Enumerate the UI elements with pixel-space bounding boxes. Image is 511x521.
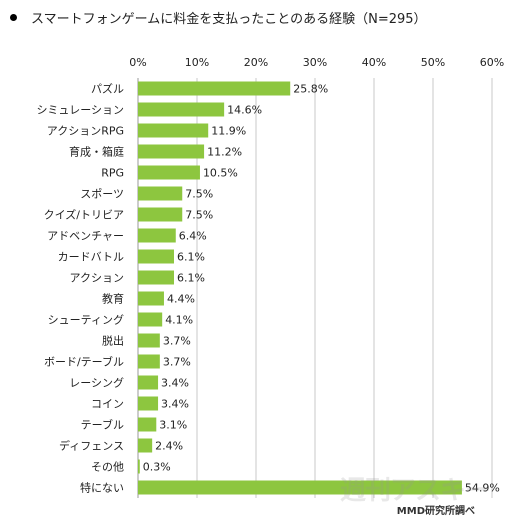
category-label: RPG — [101, 167, 124, 180]
bar — [138, 186, 183, 201]
category-label: シミュレーション — [36, 104, 124, 117]
value-label: 14.6% — [227, 104, 262, 117]
bar — [138, 438, 153, 453]
category-label: ディフェンス — [59, 439, 124, 453]
value-label: 0.3% — [143, 461, 171, 474]
x-tick-label: 50% — [421, 56, 445, 69]
category-label: スポーツ — [80, 188, 124, 201]
value-label: 6.1% — [177, 251, 205, 264]
bar — [138, 333, 160, 348]
x-tick-label: 20% — [244, 56, 268, 69]
value-label: 25.8% — [293, 83, 328, 96]
x-tick-label: 40% — [362, 56, 386, 69]
bar — [138, 291, 164, 306]
source-note: MMD研究所調べ — [396, 506, 475, 517]
bar — [138, 207, 183, 222]
bullet-icon — [10, 14, 17, 21]
value-label: 7.5% — [185, 188, 213, 201]
category-label: アクションRPG — [47, 125, 124, 138]
bar — [138, 270, 174, 285]
value-label: 3.7% — [163, 335, 191, 348]
bar — [138, 417, 157, 432]
bar — [138, 396, 159, 411]
value-label: 4.4% — [167, 293, 195, 306]
x-tick-label: 30% — [303, 56, 327, 69]
bar — [138, 480, 462, 495]
x-tick-label: 60% — [480, 56, 504, 69]
bar — [138, 459, 140, 474]
value-label: 3.1% — [159, 419, 187, 432]
value-label: 6.1% — [177, 272, 205, 285]
category-label: カードバトル — [58, 251, 124, 264]
value-label: 7.5% — [185, 209, 213, 222]
chart-title-text: スマートフォンゲームに料金を支払ったことのある経験（N=295） — [31, 12, 427, 27]
category-label: 育成・箱庭 — [69, 145, 124, 159]
category-label: パズル — [91, 82, 124, 96]
value-label: 4.1% — [165, 314, 193, 327]
value-label: 2.4% — [155, 440, 183, 453]
category-label: 特にない — [80, 481, 124, 495]
bar — [138, 354, 160, 369]
category-label: アドベンチャー — [47, 230, 124, 243]
bar — [138, 81, 291, 96]
value-label: 3.7% — [163, 356, 191, 369]
bar — [138, 249, 174, 264]
category-label: アクション — [70, 272, 124, 285]
bar — [138, 165, 200, 180]
category-label: 脱出 — [102, 334, 124, 348]
category-label: その他 — [91, 461, 124, 474]
x-tick-label: 10% — [185, 56, 209, 69]
value-label: 6.4% — [179, 230, 207, 243]
category-label: ボード/テーブル — [44, 355, 124, 369]
value-label: 11.9% — [211, 125, 246, 138]
value-label: 11.2% — [207, 146, 242, 159]
category-label: テーブル — [81, 418, 124, 432]
category-label: クイズ/トリビア — [44, 208, 124, 222]
category-label: レーシング — [69, 376, 124, 390]
bar — [138, 312, 163, 327]
bar — [138, 375, 159, 390]
category-label: 教育 — [102, 292, 124, 306]
chart-title: スマートフォンゲームに料金を支払ったことのある経験（N=295） — [10, 8, 427, 27]
bar — [138, 228, 176, 243]
category-label: コイン — [91, 398, 124, 411]
value-label: 3.4% — [161, 398, 189, 411]
value-label: 3.4% — [161, 377, 189, 390]
x-tick-label: 0% — [129, 56, 146, 69]
value-label: 54.9% — [465, 482, 500, 495]
value-label: 10.5% — [203, 167, 238, 180]
bar — [138, 144, 205, 159]
category-label: シューティング — [48, 313, 124, 327]
bar — [138, 123, 209, 138]
bar — [138, 102, 225, 117]
